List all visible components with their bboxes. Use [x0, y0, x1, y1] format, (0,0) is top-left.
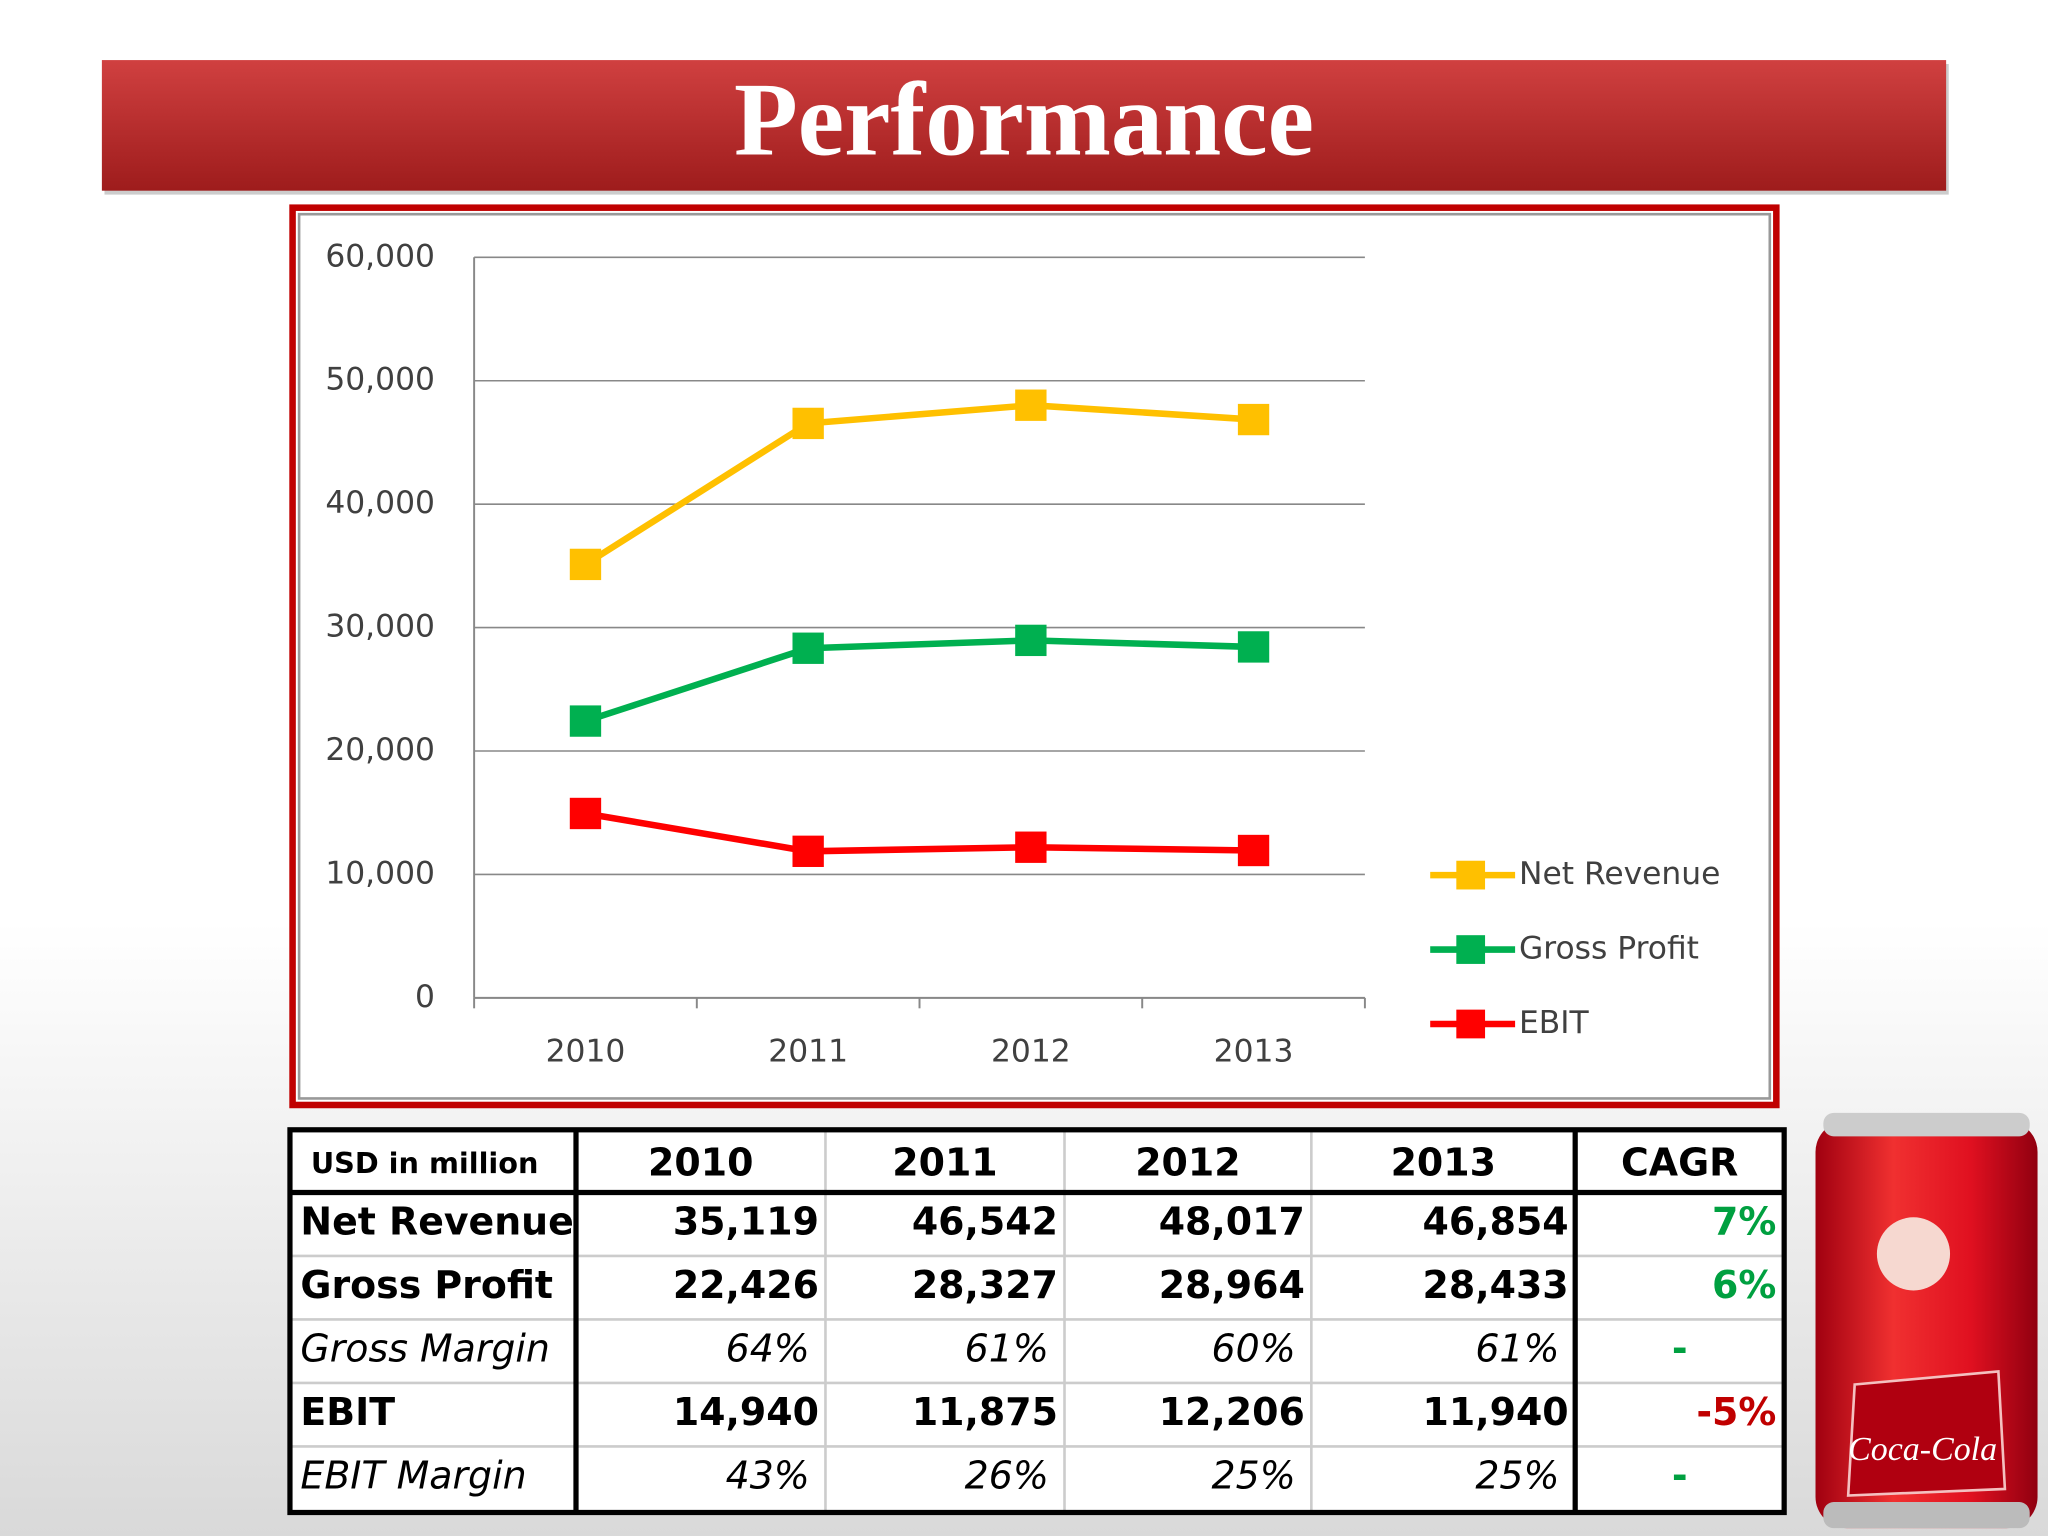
banner: [101, 60, 1947, 191]
can-label: Coca-Cola: [1848, 1431, 1997, 1468]
header-cell: 2013: [1391, 1141, 1496, 1185]
value-cell: 64%: [726, 1327, 810, 1371]
marker: [569, 705, 602, 737]
value-cell: 26%: [965, 1454, 1049, 1498]
legend-label: Gross Profit: [1519, 931, 1699, 967]
header-cell: 2010: [648, 1141, 753, 1185]
series-line: [583, 401, 1254, 568]
cagr-cell: -: [1672, 1454, 1688, 1498]
cagr-cell: -: [1672, 1327, 1688, 1371]
can: Coca-Cola: [1815, 1112, 2038, 1529]
marker: [1015, 831, 1047, 863]
chart-frame: [289, 204, 1780, 1109]
can-top: [1823, 1112, 2030, 1137]
value-cell: 46,542: [912, 1200, 1058, 1244]
x-tick-label: 2011: [768, 1034, 848, 1070]
legend-label: EBIT: [1519, 1005, 1590, 1041]
marker: [569, 548, 602, 581]
title: Performance: [734, 62, 1314, 178]
can-figure: [1876, 1217, 1951, 1291]
header-cell: USD in million: [311, 1146, 539, 1180]
y-tick-label: 60,000: [325, 238, 435, 274]
value-cell: 61%: [1475, 1327, 1559, 1371]
legend-marker: [1456, 935, 1486, 964]
legend-marker: [1456, 860, 1486, 890]
can-crate: [1846, 1370, 2007, 1497]
marker: [1015, 624, 1047, 657]
y-tick-label: 50,000: [325, 362, 435, 398]
value-cell: 60%: [1212, 1327, 1296, 1371]
table: USD in million 2010 2011 2012 2013 CAGR Net Re…: [287, 1127, 1787, 1516]
value-cell: 28,433: [1423, 1263, 1569, 1307]
x-tick-label: 2013: [1214, 1034, 1294, 1070]
value-cell: 12,206: [1159, 1390, 1305, 1434]
legend-label: Net Revenue: [1519, 856, 1720, 892]
row-label: Gross Profit: [300, 1263, 553, 1307]
value-cell: 28,964: [1159, 1263, 1305, 1307]
value-cell: 43%: [726, 1454, 810, 1498]
row-label: EBIT: [300, 1390, 395, 1434]
value-cell: 11,940: [1423, 1390, 1569, 1434]
value-cell: 14,940: [673, 1390, 819, 1434]
value-cell: 35,119: [673, 1200, 819, 1244]
chart-inner-frame: [297, 212, 1772, 1100]
value-cell: 48,017: [1159, 1200, 1305, 1244]
marker: [1015, 389, 1047, 421]
value-cell: 46,854: [1423, 1200, 1569, 1244]
value-cell: 25%: [1475, 1454, 1559, 1498]
series-line: [584, 637, 1254, 725]
marker: [1237, 403, 1270, 436]
header-cell: 2011: [892, 1141, 997, 1185]
cagr-cell: 7%: [1712, 1200, 1776, 1244]
can-bottom: [1823, 1502, 2030, 1529]
row-label: Gross Margin: [300, 1327, 550, 1371]
y-tick-label: 10,000: [325, 855, 435, 891]
row-label: Net Revenue: [300, 1200, 573, 1244]
x-tick-label: 2010: [546, 1034, 626, 1070]
value-cell: 11,875: [912, 1390, 1058, 1434]
y-tick-label: 20,000: [325, 732, 435, 768]
chart: 0 10,000 20,000 30,000 40,000 50,000 60,000 201…: [325, 238, 1720, 1069]
value-cell: 28,327: [912, 1263, 1058, 1307]
marker: [792, 835, 824, 867]
y-tick-label: 40,000: [325, 485, 435, 521]
value-cell: 61%: [965, 1327, 1049, 1371]
marker: [792, 407, 824, 440]
marker: [1237, 631, 1270, 663]
header-cell: CAGR: [1621, 1141, 1738, 1185]
table-border: [287, 1127, 1787, 1516]
marker: [569, 797, 602, 830]
legend-marker: [1456, 1009, 1486, 1039]
row-label: EBIT Margin: [300, 1454, 526, 1498]
value-cell: 25%: [1212, 1454, 1296, 1498]
header-cell: 2012: [1135, 1141, 1240, 1185]
x-tick-label: 2012: [991, 1034, 1071, 1070]
y-tick-label: 30,000: [325, 609, 435, 645]
y-tick-label: 0: [415, 979, 435, 1015]
series-line: [584, 810, 1254, 855]
marker: [1237, 834, 1270, 867]
value-cell: 22,426: [673, 1263, 819, 1307]
cagr-cell: 6%: [1712, 1263, 1776, 1307]
cagr-cell: -5%: [1696, 1390, 1776, 1434]
marker: [792, 632, 824, 664]
